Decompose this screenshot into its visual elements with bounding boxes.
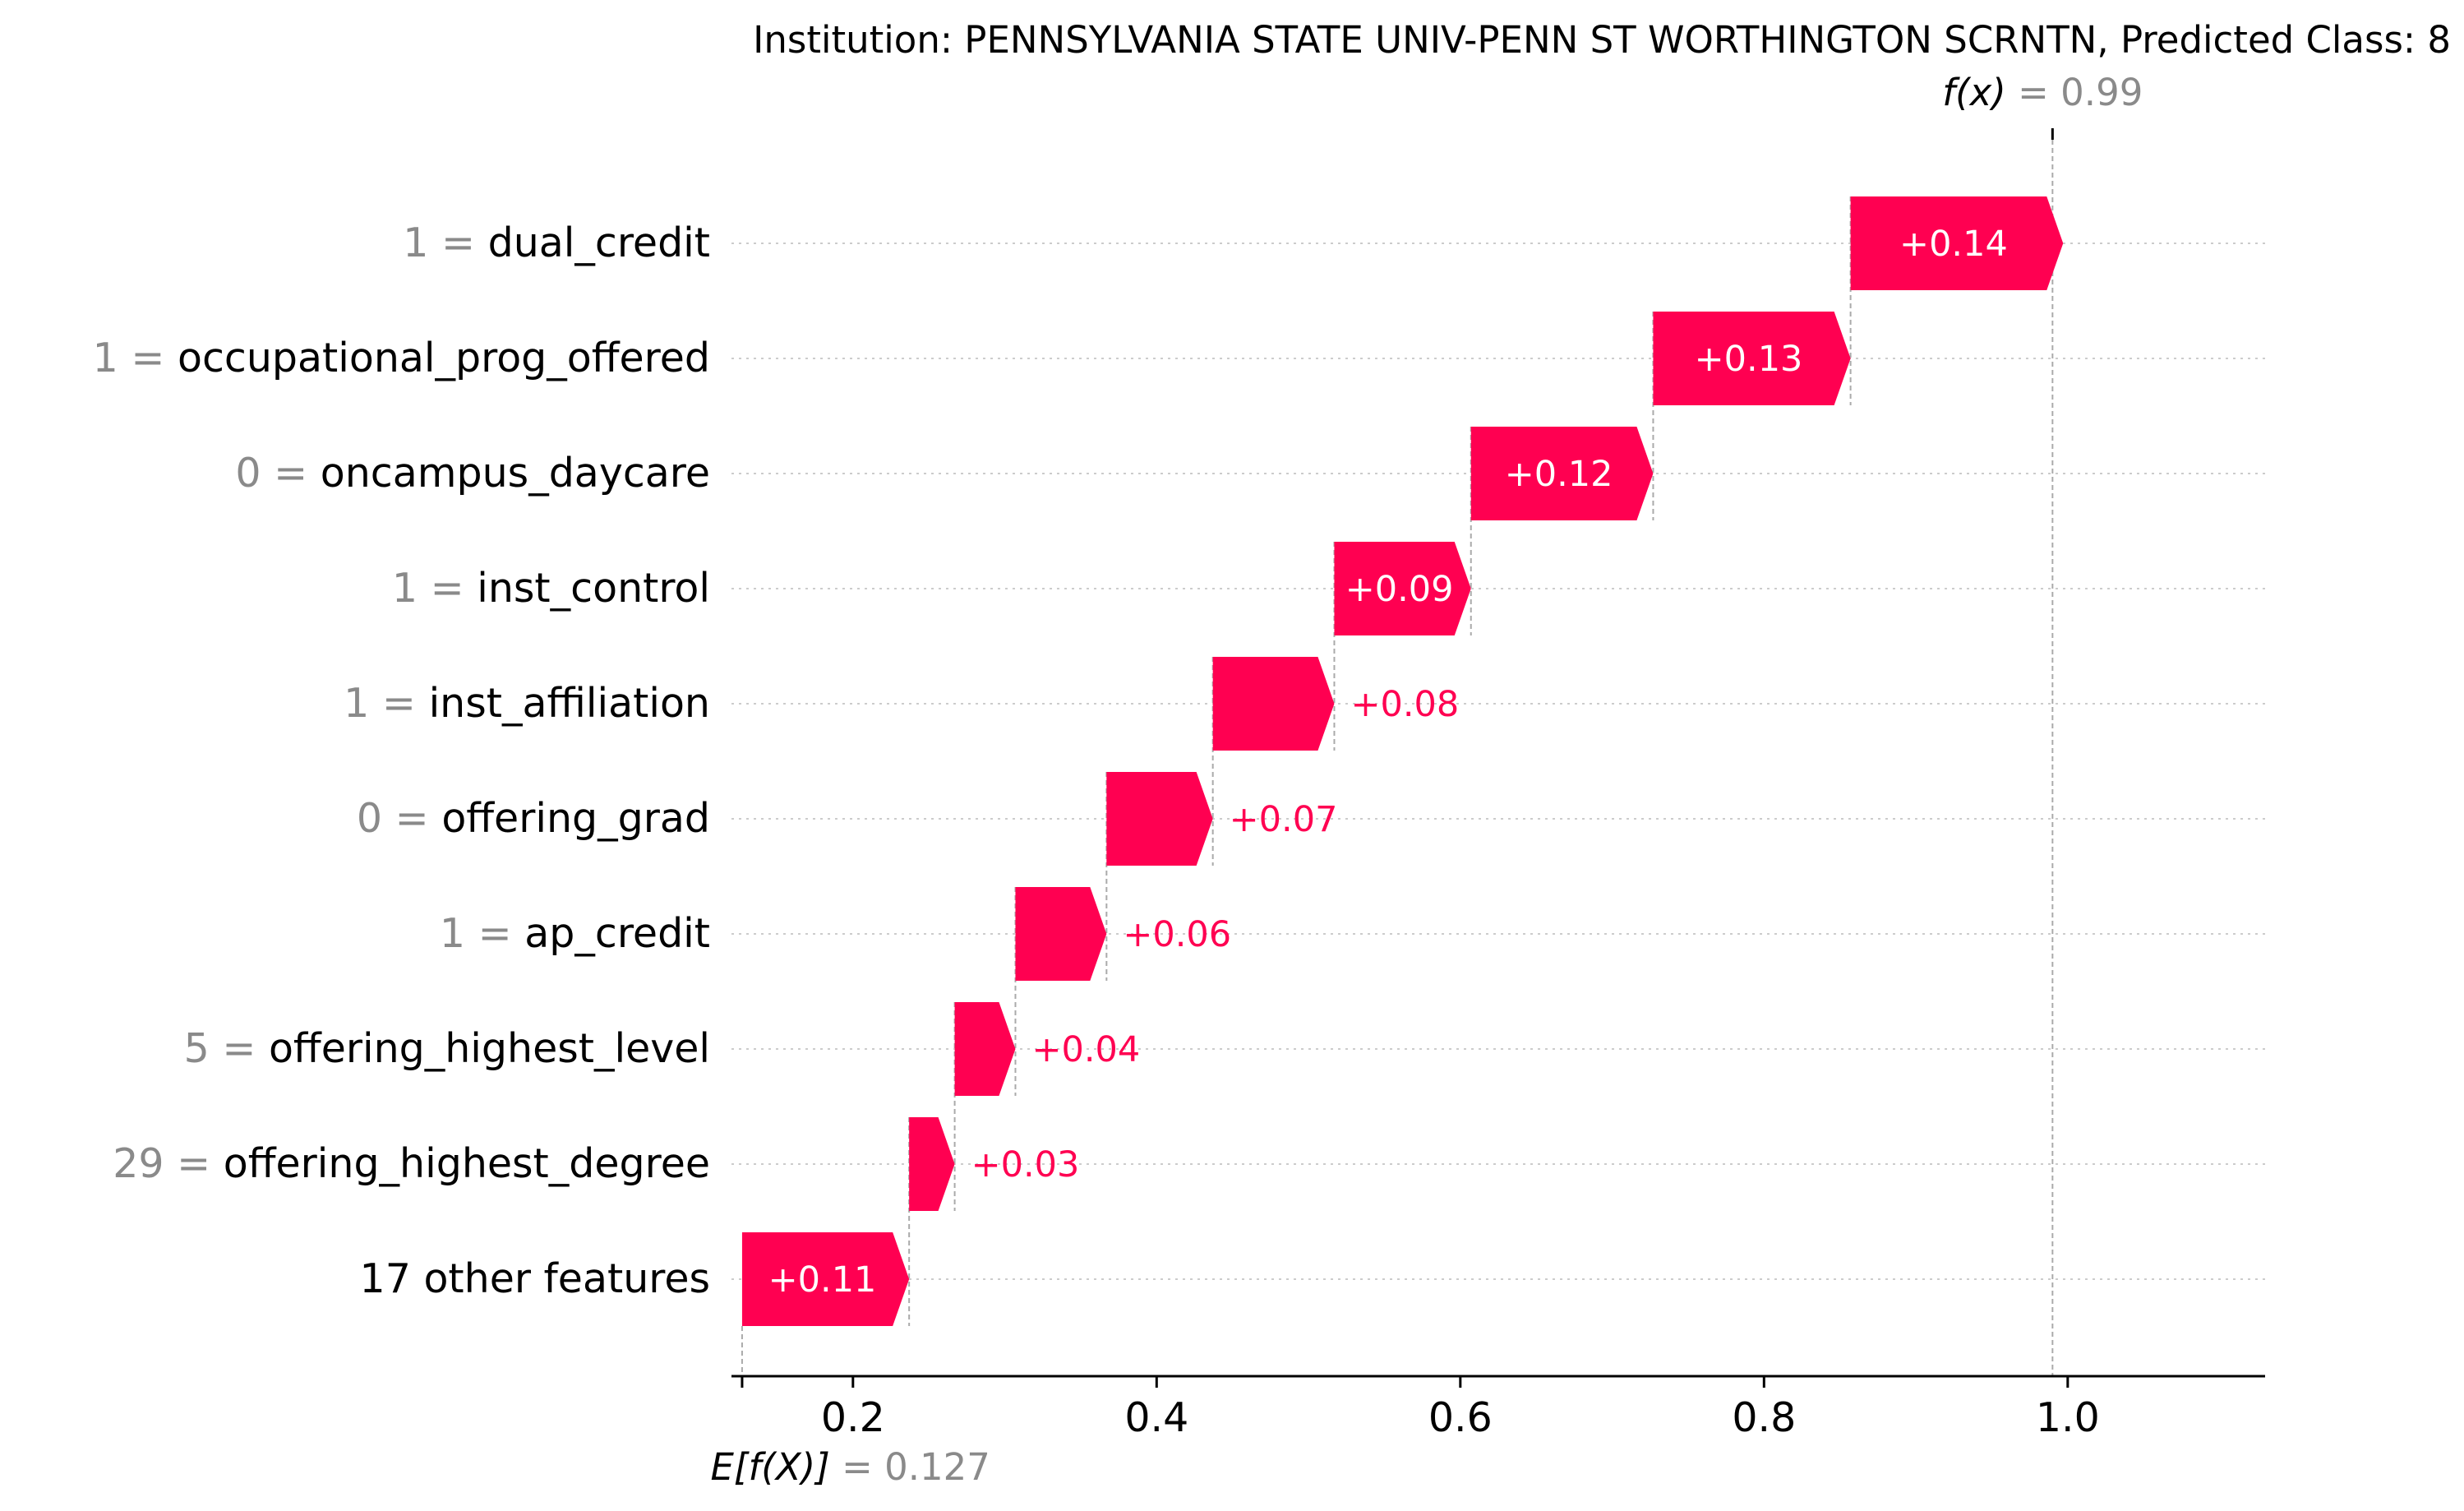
feature-value: 29 = <box>113 1140 224 1187</box>
bar-oncampus_daycare <box>1470 427 1654 520</box>
bar-occupational_prog_offered <box>1653 312 1851 405</box>
output-value-annotation: f(x) = 0.99 <box>1942 71 2143 140</box>
feature-name: inst_control <box>477 565 710 612</box>
feature-label: 5 = offering_highest_level <box>184 1025 710 1072</box>
feature-value: 1 = <box>93 335 178 381</box>
bar-value-label: +0.09 <box>1345 569 1454 610</box>
x-axis: 0.2 0.4 0.6 0.8 1.0 <box>731 1375 2265 1441</box>
bar-value-label: +0.14 <box>1899 224 2008 265</box>
feature-label: 1 = ap_credit <box>440 910 710 957</box>
x-tick-label: 0.2 <box>821 1394 885 1441</box>
bar-value-label: +0.06 <box>1123 914 1231 955</box>
chart-title: Institution: PENNSYLVANIA STATE UNIV-PEN… <box>753 18 2451 62</box>
bars: +0.14 +0.13 +0.12 +0.09 +0.08 +0.07 +0.06 +0.04… <box>741 196 2064 1326</box>
feature-label: 1 = inst_control <box>392 565 710 612</box>
bar-value-label: +0.08 <box>1350 684 1459 725</box>
bar-offering_grad <box>1106 772 1213 866</box>
base-value-label: E[f(X)] = 0.127 <box>710 1445 990 1489</box>
bar-value-label: +0.12 <box>1505 454 1613 495</box>
feature-value: 0 = <box>235 450 320 497</box>
feature-name: inst_affiliation <box>429 680 710 727</box>
base-value-annotation: E[f(X)] = 0.127 <box>710 1445 990 1489</box>
feature-name: dual_credit <box>488 219 710 266</box>
bar-value-label: +0.03 <box>971 1144 1080 1185</box>
feature-name: ap_credit <box>524 910 710 957</box>
base-value: = 0.127 <box>830 1445 990 1489</box>
feature-value: 0 = <box>357 795 441 842</box>
output-value: = 0.99 <box>2006 71 2143 114</box>
bar-value-label: +0.11 <box>768 1259 877 1301</box>
x-tick-label: 0.6 <box>1428 1394 1493 1441</box>
output-label: f(x) <box>1942 71 2006 114</box>
feature-label: 1 = occupational_prog_offered <box>93 335 710 381</box>
feature-value: 5 = <box>184 1025 269 1072</box>
feature-value: 1 = <box>344 680 428 727</box>
feature-label: 29 = offering_highest_degree <box>113 1140 710 1187</box>
bar-value-label: +0.13 <box>1695 339 1803 380</box>
bar-ap_credit <box>1015 887 1107 981</box>
feature-label: 17 other features <box>360 1255 710 1302</box>
feature-label: 0 = oncampus_daycare <box>235 450 710 497</box>
feature-name: 17 other features <box>360 1255 710 1302</box>
x-tick-label: 1.0 <box>2036 1394 2100 1441</box>
bar-value-label: +0.04 <box>1031 1029 1140 1070</box>
row-gridlines <box>731 243 2265 1280</box>
feature-name: occupational_prog_offered <box>178 335 710 381</box>
x-tick-label: 0.4 <box>1124 1394 1188 1441</box>
bar-offering_highest_degree <box>909 1117 955 1211</box>
bar-value-label: +0.07 <box>1230 799 1338 840</box>
output-value-label: f(x) = 0.99 <box>1942 71 2143 114</box>
bar-offering_highest_level <box>954 1002 1016 1096</box>
feature-label: 1 = inst_affiliation <box>344 680 710 727</box>
feature-value: 1 = <box>392 565 477 612</box>
feature-value: 1 = <box>440 910 524 957</box>
feature-name: offering_highest_degree <box>224 1140 710 1187</box>
feature-label: 1 = dual_credit <box>403 219 710 266</box>
feature-name: oncampus_daycare <box>321 450 710 497</box>
feature-name: offering_grad <box>441 795 710 842</box>
base-label: E[f(X)] <box>710 1445 829 1489</box>
bar-17-other-features <box>741 1232 910 1326</box>
feature-value: 1 = <box>403 219 487 266</box>
bar-inst_control <box>1334 542 1471 635</box>
x-tick-label: 0.8 <box>1732 1394 1796 1441</box>
bar-dual_credit <box>1850 196 2064 290</box>
feature-label: 0 = offering_grad <box>357 795 710 842</box>
bar-inst_affiliation <box>1212 657 1335 751</box>
feature-name: offering_highest_level <box>269 1025 710 1072</box>
